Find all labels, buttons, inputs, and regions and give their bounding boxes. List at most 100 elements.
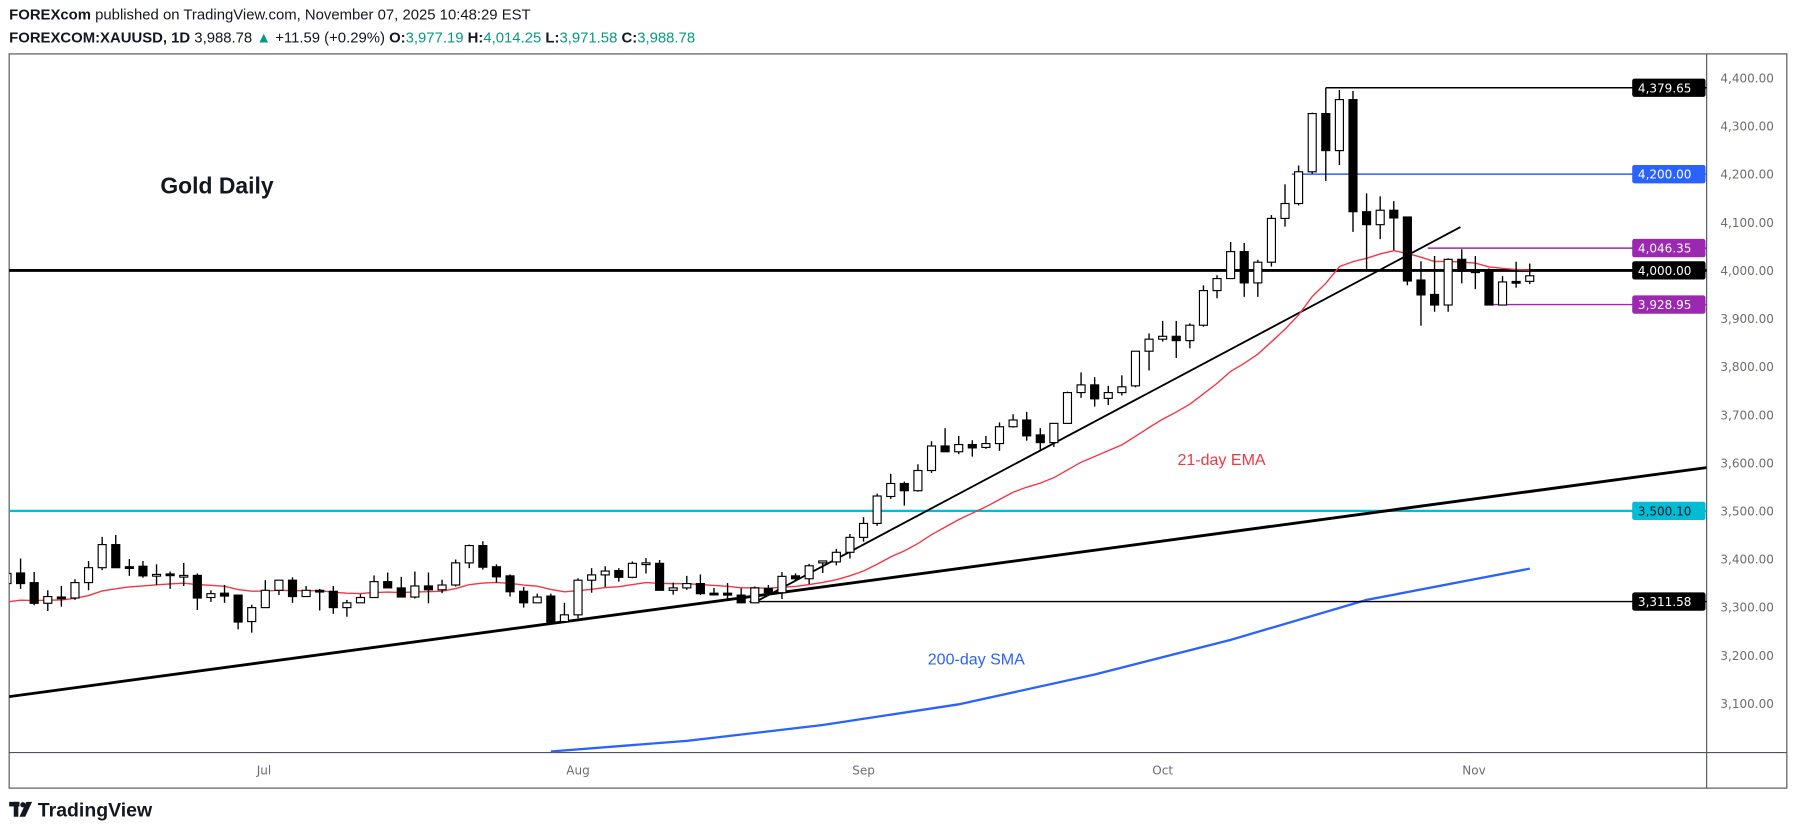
candle-body (967, 443, 977, 449)
candle-up (1198, 285, 1209, 327)
candle-down (1429, 255, 1440, 312)
candle-up (858, 517, 869, 542)
candle-body (1103, 392, 1113, 399)
candle-up (1185, 323, 1195, 349)
y-tick-label: 4,200.00 (1720, 168, 1774, 182)
candle-up (804, 563, 814, 585)
candle-up (70, 579, 80, 600)
price-level-badge: 4,200.00 (1632, 165, 1706, 184)
candle-body (559, 614, 570, 623)
price-badge-label: 3,928.95 (1638, 298, 1692, 312)
candle-body (1307, 112, 1317, 173)
candle-body (750, 587, 760, 604)
candle-down (1362, 193, 1372, 269)
candle-body (1171, 335, 1181, 342)
time-axis[interactable]: Jul Aug Sep Oct Nov (256, 763, 1486, 777)
candle-down (1348, 90, 1358, 232)
candle-body (1198, 290, 1209, 326)
candle-body (1389, 209, 1399, 219)
candle-body (641, 562, 651, 566)
candle-body (464, 544, 474, 564)
candle-up (274, 579, 284, 596)
candle-body (138, 565, 148, 577)
candle-body (247, 607, 257, 623)
candle-body (614, 570, 624, 578)
candle-up (1076, 372, 1086, 398)
price-pane[interactable] (0, 87, 1707, 753)
candle-body (627, 562, 637, 578)
candle-up (342, 599, 352, 617)
open-value: 3,977.19 (406, 30, 464, 46)
open-label: O: (389, 30, 406, 46)
candle-body (1457, 258, 1467, 272)
candle-up (1130, 350, 1141, 388)
candle-body (70, 582, 80, 599)
symbol[interactable]: FOREXCOM:XAUUSD, 1D (9, 30, 190, 46)
price-badge-label: 4,046.35 (1638, 242, 1692, 256)
candle-down (1171, 320, 1181, 358)
candle-down (614, 568, 624, 582)
x-tick-label: Oct (1152, 763, 1173, 777)
candle-down (56, 585, 66, 607)
candle-body (43, 595, 53, 604)
candle-body (437, 584, 447, 591)
candle-body (151, 573, 162, 577)
candle-body (233, 594, 243, 623)
candle-up (845, 534, 855, 559)
candle-down (655, 559, 665, 591)
candle-body (573, 579, 583, 616)
sma-annotation: 200-day SMA (928, 650, 1025, 668)
price-badge-bg (1632, 295, 1706, 314)
candle-down (1511, 261, 1521, 288)
candle-down (124, 559, 134, 576)
candle-up (559, 602, 570, 623)
candle-body (83, 567, 94, 584)
candle-up (1062, 391, 1073, 424)
last-price: 3,988.78 (194, 30, 252, 46)
candle-body (655, 562, 665, 591)
y-tick-label: 4,100.00 (1720, 216, 1774, 230)
candle-body (1226, 251, 1236, 280)
candle-body (1484, 270, 1494, 306)
candle-body (1362, 211, 1372, 226)
price-axis[interactable]: 4,400.00 4,300.00 4,200.00 4,100.00 4,000.00… (1720, 72, 1774, 711)
candle-up (886, 473, 896, 499)
candle-up (1280, 184, 1290, 227)
tradingview-logo[interactable]: TradingView (9, 800, 153, 822)
candle-body (899, 482, 909, 492)
candle-body (29, 582, 39, 604)
candle-down (1470, 255, 1480, 290)
candle-up (750, 586, 760, 604)
candle-body (777, 575, 787, 594)
price-change: +11.59 (+0.29%) (275, 30, 385, 46)
candle-body (546, 595, 556, 623)
ema-annotation: 21-day EMA (1177, 451, 1265, 469)
trendline (754, 226, 1461, 604)
candle-body (396, 587, 406, 598)
candle-down (519, 586, 529, 608)
candle-up (83, 560, 94, 591)
sma-200-line (550, 567, 1530, 753)
candle-down (1022, 411, 1032, 441)
candle-body (763, 587, 773, 594)
trendline (9, 466, 1707, 699)
candle-body (926, 445, 937, 472)
candle-body (111, 544, 121, 569)
candle-body (1144, 338, 1154, 352)
candle-up (451, 559, 461, 587)
candle-body (315, 589, 325, 593)
price-level-badge: 4,000.00 (1632, 261, 1706, 280)
price-badge-bg (1632, 501, 1706, 521)
candle-body (328, 590, 338, 609)
candle-body (192, 574, 202, 599)
candle-body (1348, 99, 1358, 213)
candle-up (1008, 414, 1018, 428)
candle-up (818, 560, 828, 573)
candle-body (1525, 275, 1535, 282)
high-value: 4,014.25 (483, 30, 541, 46)
candle-up (1117, 375, 1127, 396)
candle-body (1375, 209, 1385, 226)
candle-body (124, 566, 134, 570)
candle-body (1402, 216, 1412, 282)
